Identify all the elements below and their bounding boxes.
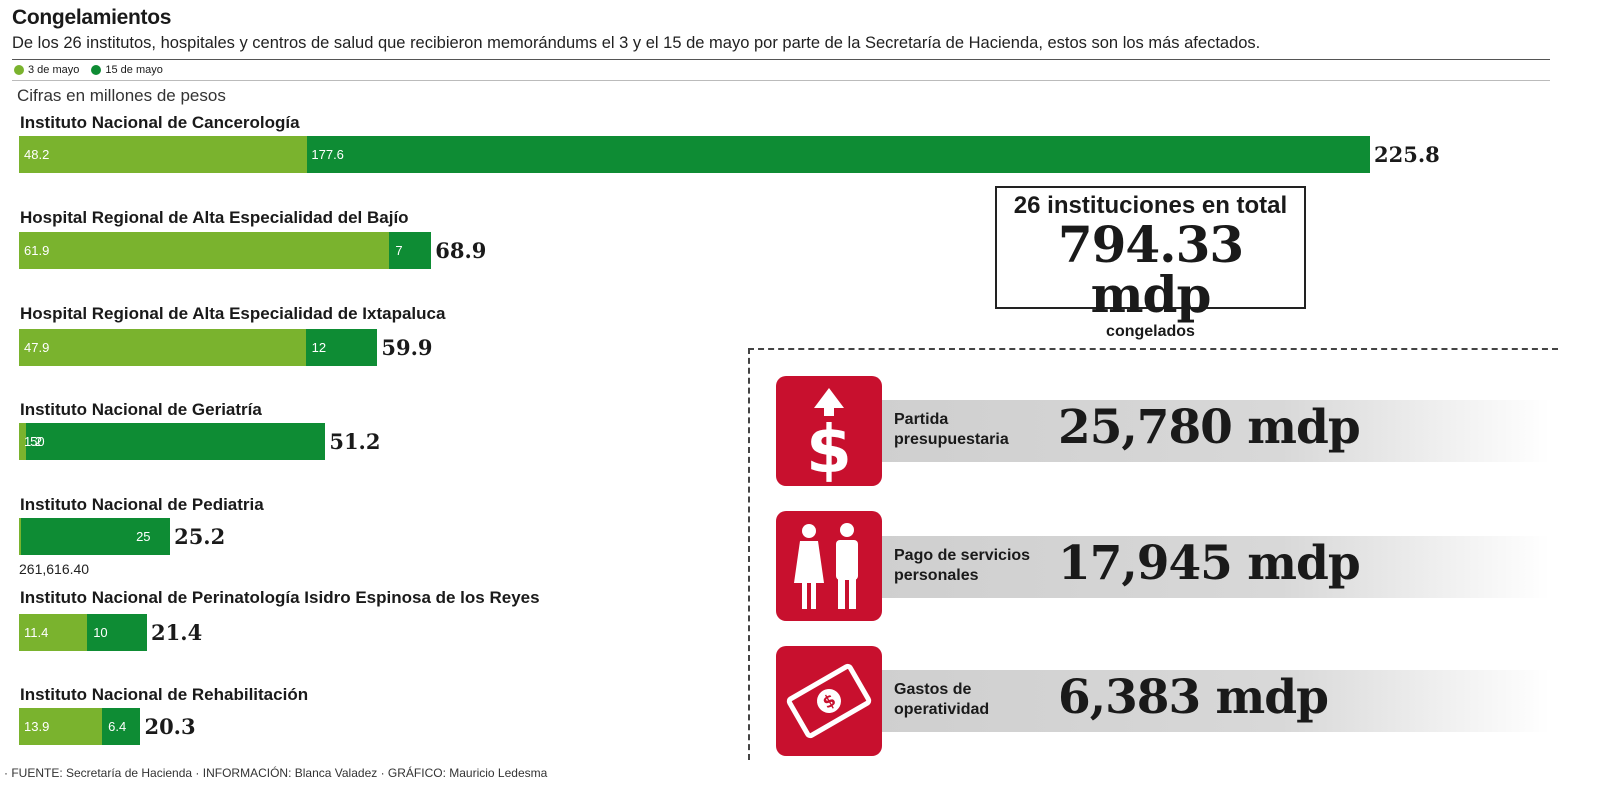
data-label-15-de-mayo: 12: [311, 340, 327, 355]
category-label: Hospital Regional de Alta Especialidad d…: [20, 208, 409, 227]
data-label-15-de-mayo: 25: [136, 529, 151, 544]
chart-title: Congelamientos: [12, 6, 172, 29]
item-band-servicios: [878, 536, 1550, 598]
dollar-up-arrow-icon: $: [776, 376, 882, 488]
data-label-3-de-mayo: 48.2: [24, 147, 50, 162]
category-label: Instituto Nacional de Cancerología: [20, 113, 300, 132]
header-divider: [12, 59, 1550, 60]
bar-15-de-mayo: [20, 518, 171, 555]
legend-item-may15: 15 de mayo: [91, 64, 163, 76]
banknote-icon: $: [776, 646, 882, 756]
item-band-partida: [878, 400, 1550, 462]
data-label-3-de-mayo: 11.4: [24, 625, 49, 640]
bar-3-de-mayo: [19, 329, 306, 366]
data-label-15-de-mayo: 7: [395, 243, 403, 258]
category-label: Instituto Nacional de Pediatria: [20, 495, 264, 514]
legend-swatch-may3: [14, 65, 24, 75]
total-label: 68.9: [435, 238, 487, 263]
legend-swatch-may15: [91, 65, 102, 75]
data-label-15-de-mayo: 177.6: [311, 147, 344, 162]
total-label: 21.4: [151, 620, 203, 645]
total-box-amount: 794.33 mdp: [1057, 215, 1244, 324]
legend-label-may15: 15 de mayo: [105, 64, 163, 76]
total-label: 25.2: [174, 524, 226, 549]
data-label-3-de-mayo: 13.9: [24, 719, 50, 734]
item-label-partida: Partida presupuestaria: [894, 411, 1009, 448]
bar-3-de-mayo: [19, 708, 103, 745]
bar-15-de-mayo: [389, 232, 432, 269]
item-value-operatividad: 6,383 mdp: [1058, 670, 1329, 725]
item-value-servicios: 17,945 mdp: [1058, 536, 1361, 591]
total-label: 20.3: [144, 714, 196, 739]
data-label-15-de-mayo: 10: [93, 625, 108, 640]
category-label: Instituto Nacional de Perinatología Isid…: [20, 588, 540, 607]
legend-label-may3: 3 de mayo: [28, 64, 80, 76]
bar-3-de-mayo: [19, 614, 88, 651]
legend: 3 de mayo 15 de mayo: [14, 63, 175, 77]
people-icon: [776, 511, 882, 621]
total-label: 59.9: [381, 335, 433, 360]
data-label-3-de-mayo: 61.9: [24, 243, 50, 258]
legend-divider: [12, 80, 1550, 81]
bar-3-de-mayo: [19, 232, 390, 269]
source-footer: · FUENTE: Secretaría de Hacienda · INFOR…: [4, 766, 548, 780]
legend-item-may3: 3 de mayo: [14, 64, 79, 76]
chart-subtitle: De los 26 institutos, hospitales y centr…: [12, 34, 1261, 52]
panel-border-top: [748, 348, 1558, 350]
category-label: Instituto Nacional de Geriatría: [20, 400, 262, 419]
item-value-partida: 25,780 mdp: [1058, 400, 1361, 455]
bar-3-de-mayo: [19, 423, 27, 460]
data-label-15-de-mayo: 50: [30, 434, 45, 449]
item-label-operatividad: Gastos de operatividad: [894, 681, 990, 718]
bar-15-de-mayo: [307, 136, 1370, 173]
total-label: 225.8: [1374, 142, 1440, 167]
item-label-servicios: Pago de servicios personales: [894, 547, 1031, 584]
bar-15-de-mayo: [102, 708, 141, 745]
item-band-operatividad: [878, 670, 1550, 732]
panel-border-left: [748, 348, 750, 760]
svg-text:$: $: [806, 411, 852, 486]
total-label: 51.2: [329, 429, 381, 454]
total-box-note: congelados: [1106, 323, 1195, 340]
category-label: Hospital Regional de Alta Especialidad d…: [20, 304, 446, 323]
bar-15-de-mayo: [26, 423, 326, 460]
extra-note: 261,616.40: [19, 561, 90, 577]
bar-3-de-mayo: [19, 518, 21, 555]
data-label-15-de-mayo: 6.4: [108, 719, 127, 734]
bar-15-de-mayo: [305, 329, 378, 366]
data-label-3-de-mayo: 1.2: [24, 434, 43, 449]
bar-15-de-mayo: [87, 614, 148, 651]
total-box: 26 instituciones en total 794.33 mdp con…: [995, 186, 1306, 340]
category-label: Instituto Nacional de Rehabilitación: [20, 685, 309, 704]
data-label-3-de-mayo: 47.9: [24, 340, 50, 355]
bar-3-de-mayo: [19, 136, 308, 173]
total-box-caption: 26 instituciones en total: [1013, 192, 1288, 219]
units-label: Cifras en millones de pesos: [17, 86, 226, 105]
